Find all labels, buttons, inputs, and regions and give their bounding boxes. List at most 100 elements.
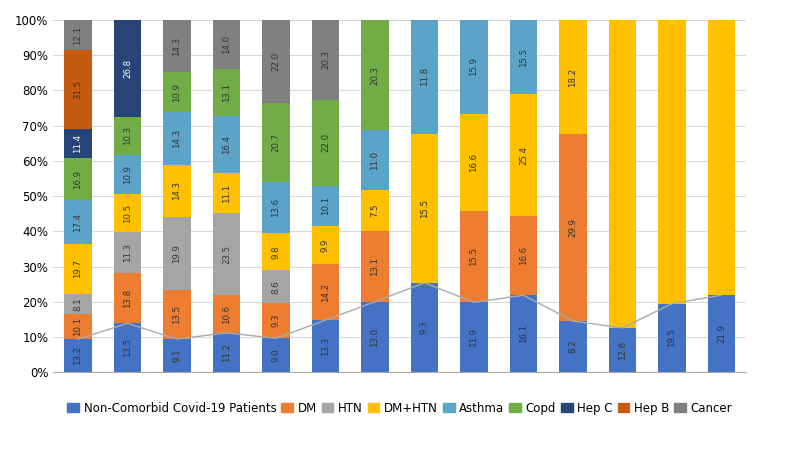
Text: 13.0: 13.0	[371, 327, 379, 346]
Text: 29.9: 29.9	[569, 218, 577, 237]
Bar	[510, 94, 537, 216]
Legend: Non-Comorbid Covid-19 Patients, DM, HTN, DM+HTN, Asthma, Copd, Hep C, Hep B, Can: Non-Comorbid Covid-19 Patients, DM, HTN,…	[65, 399, 735, 417]
Bar	[361, 130, 389, 190]
Bar	[411, 20, 438, 133]
Bar	[461, 113, 487, 211]
Bar	[262, 303, 290, 338]
Text: 14.2: 14.2	[321, 283, 330, 302]
Text: 10.1: 10.1	[73, 317, 82, 336]
Text: 13.5: 13.5	[123, 338, 132, 358]
Text: 9.1: 9.1	[172, 349, 182, 362]
Bar	[658, 304, 686, 372]
Bar	[213, 69, 240, 116]
Text: 13.3: 13.3	[321, 337, 330, 356]
Bar	[312, 320, 339, 372]
Bar	[64, 314, 92, 339]
Text: 16.9: 16.9	[73, 170, 82, 189]
Bar	[213, 213, 240, 295]
Text: 20.3: 20.3	[371, 66, 379, 85]
Bar	[64, 244, 92, 293]
Text: 14.3: 14.3	[172, 37, 182, 56]
Text: 9.3: 9.3	[272, 314, 280, 327]
Bar	[609, 20, 636, 328]
Bar	[262, 103, 290, 182]
Text: 9.0: 9.0	[272, 349, 280, 362]
Bar	[64, 200, 92, 244]
Text: 8.6: 8.6	[272, 280, 280, 293]
Bar	[114, 323, 141, 372]
Text: 20.7: 20.7	[272, 133, 280, 152]
Text: 12.1: 12.1	[73, 26, 82, 45]
Text: 17.4: 17.4	[73, 213, 82, 232]
Text: 14.3: 14.3	[172, 181, 182, 200]
Text: 14.0: 14.0	[222, 35, 231, 54]
Text: 15.5: 15.5	[420, 199, 429, 218]
Text: 9.8: 9.8	[272, 245, 280, 259]
Bar	[312, 100, 339, 186]
Bar	[312, 265, 339, 320]
Text: 13.8: 13.8	[123, 289, 132, 308]
Bar	[64, 50, 92, 129]
Bar	[114, 117, 141, 155]
Text: 19.9: 19.9	[172, 244, 182, 263]
Text: 15.9: 15.9	[469, 57, 479, 76]
Text: 9.3: 9.3	[420, 321, 429, 334]
Text: 23.5: 23.5	[222, 245, 231, 264]
Text: 13.5: 13.5	[172, 305, 182, 324]
Bar	[461, 20, 487, 113]
Bar	[411, 283, 438, 372]
Bar	[213, 20, 240, 69]
Text: 9.9: 9.9	[321, 239, 330, 252]
Bar	[461, 211, 487, 302]
Bar	[164, 20, 190, 73]
Bar	[164, 165, 190, 217]
Text: 7.5: 7.5	[371, 204, 379, 217]
Text: 10.3: 10.3	[123, 126, 132, 146]
Bar	[559, 321, 586, 372]
Text: 10.6: 10.6	[222, 305, 231, 324]
Bar	[164, 73, 190, 112]
Bar	[658, 20, 686, 304]
Bar	[361, 190, 389, 231]
Text: 31.5: 31.5	[73, 80, 82, 100]
Text: 26.8: 26.8	[123, 59, 132, 78]
Text: 16.1: 16.1	[519, 324, 528, 343]
Text: 13.2: 13.2	[73, 346, 82, 365]
Text: 11.2: 11.2	[222, 343, 231, 362]
Bar	[708, 20, 735, 295]
Text: 12.6: 12.6	[618, 340, 627, 360]
Bar	[361, 231, 389, 302]
Bar	[361, 20, 389, 130]
Bar	[114, 194, 141, 232]
Text: 13.6: 13.6	[272, 198, 280, 217]
Bar	[609, 328, 636, 372]
Text: 11.8: 11.8	[420, 67, 429, 86]
Bar	[114, 20, 141, 117]
Text: 10.9: 10.9	[123, 165, 132, 184]
Bar	[262, 338, 290, 372]
Bar	[114, 232, 141, 273]
Bar	[510, 216, 537, 295]
Bar	[213, 295, 240, 333]
Bar	[461, 302, 487, 372]
Bar	[510, 20, 537, 94]
Text: 8.1: 8.1	[73, 297, 82, 311]
Text: 15.5: 15.5	[469, 247, 479, 266]
Text: 25.4: 25.4	[519, 146, 528, 165]
Text: 22.0: 22.0	[272, 52, 280, 71]
Text: 21.9: 21.9	[717, 324, 726, 343]
Bar	[114, 273, 141, 323]
Bar	[262, 233, 290, 271]
Text: 14.3: 14.3	[172, 129, 182, 148]
Text: 18.2: 18.2	[569, 67, 577, 86]
Bar	[64, 158, 92, 200]
Text: 16.4: 16.4	[222, 135, 231, 154]
Text: 16.6: 16.6	[469, 153, 479, 172]
Bar	[708, 295, 735, 372]
Bar	[64, 129, 92, 158]
Bar	[164, 217, 190, 290]
Text: 11.0: 11.0	[371, 151, 379, 170]
Bar	[64, 339, 92, 372]
Bar	[213, 173, 240, 213]
Bar	[312, 226, 339, 265]
